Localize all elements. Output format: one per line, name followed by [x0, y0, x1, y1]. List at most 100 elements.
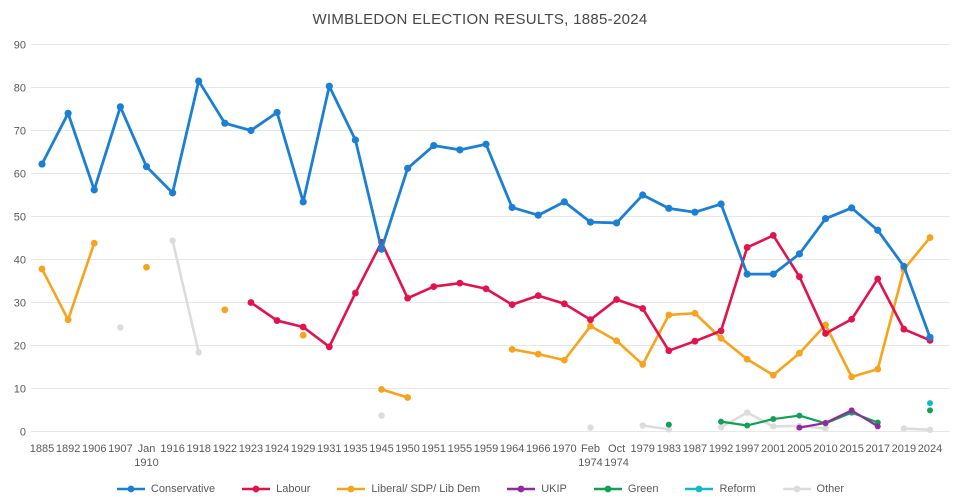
data-point-other-2001 [770, 423, 777, 430]
data-point-labour-1931 [325, 343, 333, 351]
x-tick-label-2015: 2015 [839, 443, 863, 455]
legend: Conservative Labour Liberal/ SDP/ Lib Dem U… [0, 483, 960, 495]
legend-swatch-green [593, 485, 622, 493]
data-point-liberal-sdp-lib-dem-1970 [560, 356, 568, 364]
data-point-liberal-sdp-lib-dem-1983 [665, 311, 673, 319]
x-tick-label-oct-1974: Oct [608, 443, 625, 455]
data-point-conservative-1997 [743, 270, 751, 278]
data-point-labour-1987 [691, 337, 699, 345]
x-tick-label-oct-1974-year: 1974 [604, 457, 628, 469]
data-point-ukip-2017 [874, 423, 881, 430]
data-point-other-1918 [195, 349, 202, 356]
x-tick-label-1906: 1906 [82, 443, 106, 455]
y-tick-label-40: 40 [14, 255, 26, 267]
x-tick-label-1885: 1885 [30, 443, 54, 455]
legend-swatch-liberal-sdp-lib-dem [337, 485, 366, 493]
legend-swatch-ukip [507, 485, 536, 493]
legend-item-green: Green [593, 483, 659, 495]
x-tick-label-1922: 1922 [213, 443, 237, 455]
data-point-conservative-1950 [404, 164, 412, 172]
data-point-conservative-1955 [456, 146, 464, 154]
data-point-conservative-1992 [717, 200, 725, 208]
data-point-labour-1935 [352, 289, 359, 297]
x-tick-label-1983: 1983 [657, 443, 681, 455]
x-tick-label-jan-1910: Jan [138, 443, 156, 455]
data-point-conservative-2024 [926, 333, 934, 341]
data-point-other-1997 [743, 409, 751, 416]
x-tick-label-1916: 1916 [160, 443, 184, 455]
data-point-labour-feb-1974 [587, 316, 594, 324]
x-tick-label-2019: 2019 [892, 443, 916, 455]
data-point-reform-2024 [927, 400, 933, 407]
x-tick-label-1931: 1931 [317, 443, 341, 455]
x-tick-label-2001: 2001 [761, 443, 785, 455]
y-tick-label-70: 70 [14, 126, 26, 138]
data-point-labour-oct-1974 [613, 296, 620, 303]
chart-title: WIMBLEDON ELECTION RESULTS, 1885-2024 [312, 11, 648, 28]
data-point-liberal-sdp-lib-dem-1929 [299, 331, 307, 339]
x-tick-label-1924: 1924 [265, 443, 289, 455]
x-tick-label-1959: 1959 [474, 443, 498, 455]
data-point-conservative-1970 [560, 198, 568, 206]
data-point-conservative-oct-1974 [612, 219, 621, 227]
data-point-labour-1992 [717, 327, 725, 335]
data-point-liberal-sdp-lib-dem-1892 [64, 316, 72, 324]
legend-item-conservative: Conservative [116, 483, 215, 495]
data-point-labour-1983 [665, 347, 673, 355]
data-point-liberal-sdp-lib-dem-1964 [508, 345, 516, 353]
data-point-liberal-sdp-lib-dem-2001 [769, 371, 777, 379]
data-point-conservative-1918 [195, 77, 203, 85]
data-point-conservative-2015 [848, 204, 856, 212]
x-tick-label-feb-1974: Feb [581, 443, 600, 455]
data-point-conservative-2017 [874, 226, 882, 234]
data-point-labour-1924 [273, 317, 281, 324]
legend-label-green: Green [627, 483, 659, 495]
plot-area: 0 10 20 30 40 50 60 70 80 90 1885 1892 1906 1907 Jan 19… [14, 40, 950, 469]
data-point-other-1979 [639, 422, 646, 429]
x-tick-label-1964: 1964 [500, 443, 524, 455]
y-tick-label-60: 60 [14, 169, 26, 181]
legend-label-reform: Reform [719, 483, 756, 495]
data-point-liberal-sdp-lib-dem-1966 [534, 350, 542, 358]
data-point-liberal-sdp-lib-dem-feb-1974 [587, 322, 594, 330]
data-point-ukip-2010 [822, 419, 829, 426]
series-line-other [641, 424, 671, 431]
data-point-liberal-sdp-lib-dem-jan-1910 [143, 263, 150, 271]
data-point-conservative-1964 [508, 203, 516, 212]
data-point-conservative-jan-1910 [142, 163, 151, 171]
data-point-labour-1997 [743, 244, 751, 251]
y-tick-label-50: 50 [14, 212, 26, 224]
data-point-labour-1955 [456, 279, 464, 287]
x-tick-label-2024: 2024 [918, 443, 942, 455]
legend-item-labour: Labour [241, 483, 310, 495]
legend-item-other: Other [782, 483, 844, 495]
data-point-labour-2010 [822, 330, 829, 337]
data-point-green-2024 [927, 407, 933, 414]
x-tick-label-1966: 1966 [526, 443, 550, 455]
x-tick-label-1950: 1950 [395, 443, 419, 455]
data-point-liberal-sdp-lib-dem-1997 [743, 355, 751, 363]
x-tick-label-1892: 1892 [56, 443, 80, 455]
data-point-conservative-1935 [351, 136, 360, 144]
x-tick-label-1997: 1997 [735, 443, 759, 455]
legend-swatch-reform [685, 485, 714, 493]
data-point-conservative-1892 [64, 109, 72, 117]
data-point-conservative-2019 [900, 262, 908, 270]
data-point-conservative-1979 [639, 191, 647, 199]
data-point-other-2019 [900, 425, 908, 432]
x-tick-label-1918: 1918 [186, 443, 210, 455]
legend-swatch-labour [242, 485, 271, 493]
data-point-liberal-sdp-lib-dem-2010 [822, 321, 829, 329]
data-point-conservative-1924 [273, 108, 281, 117]
data-point-labour-2015 [848, 315, 856, 323]
x-tick-label-1923: 1923 [239, 443, 263, 455]
data-point-labour-1970 [560, 300, 568, 308]
data-point-conservative-1966 [534, 211, 542, 219]
x-tick-label-1945: 1945 [369, 443, 393, 455]
legend-item-liberal-sdp-lib-dem: Liberal/ SDP/ Lib Dem [336, 483, 480, 495]
data-point-labour-2001 [769, 232, 777, 239]
data-point-conservative-2005 [795, 250, 804, 258]
series-line-liberal-sdp-lib-dem [380, 388, 409, 399]
series-line-conservative [40, 79, 932, 339]
legend-label-ukip: UKIP [541, 483, 567, 495]
